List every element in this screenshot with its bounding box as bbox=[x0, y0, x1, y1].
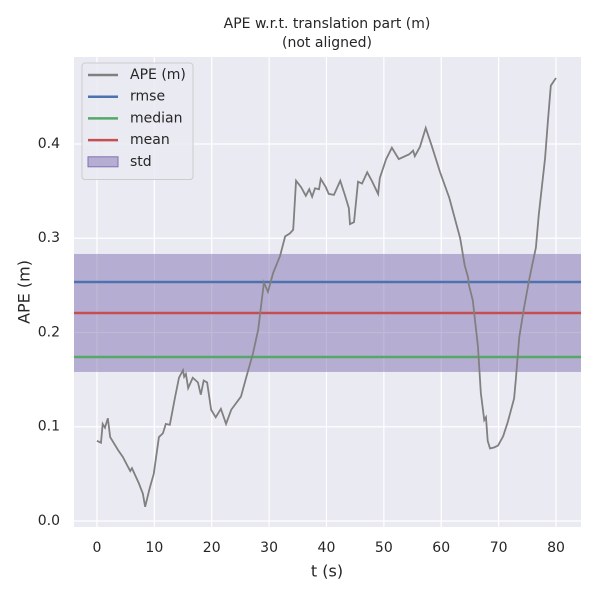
data-line bbox=[96, 77, 557, 508]
x-tick-label: 10 bbox=[145, 540, 163, 556]
x-axis-label: t (s) bbox=[311, 562, 343, 581]
legend-label: mean bbox=[130, 132, 170, 148]
x-tick-label: 20 bbox=[203, 540, 221, 556]
y-tick-label: 0.3 bbox=[38, 230, 60, 246]
y-axis-label: APE (m) bbox=[15, 260, 34, 324]
legend-label: median bbox=[130, 110, 182, 126]
x-tick-label: 0 bbox=[92, 540, 101, 556]
legend-label: rmse bbox=[130, 89, 165, 105]
y-tick-label: 0.2 bbox=[38, 324, 60, 340]
legend-swatch bbox=[87, 156, 119, 168]
x-tick-label: 40 bbox=[318, 540, 336, 556]
legend-label: APE (m) bbox=[130, 67, 186, 83]
x-tick-label: 50 bbox=[375, 540, 393, 556]
marks bbox=[74, 77, 581, 508]
x-tick-label: 80 bbox=[547, 540, 565, 556]
x-tick-label: 70 bbox=[490, 540, 508, 556]
y-tick-label: 0.4 bbox=[38, 136, 60, 152]
legend: APE (m) rmse median mean std bbox=[81, 62, 194, 180]
chart-title: APE w.r.t. translation part (m) bbox=[224, 16, 431, 32]
legend-box bbox=[81, 62, 194, 180]
x-tick-label: 30 bbox=[260, 540, 278, 556]
y-tick-label: 0.0 bbox=[38, 513, 60, 529]
y-tick-label: 0.1 bbox=[38, 419, 60, 435]
x-tick-label: 60 bbox=[432, 540, 450, 556]
legend-label: std bbox=[130, 154, 152, 170]
chart-subtitle: (not aligned) bbox=[282, 35, 372, 51]
